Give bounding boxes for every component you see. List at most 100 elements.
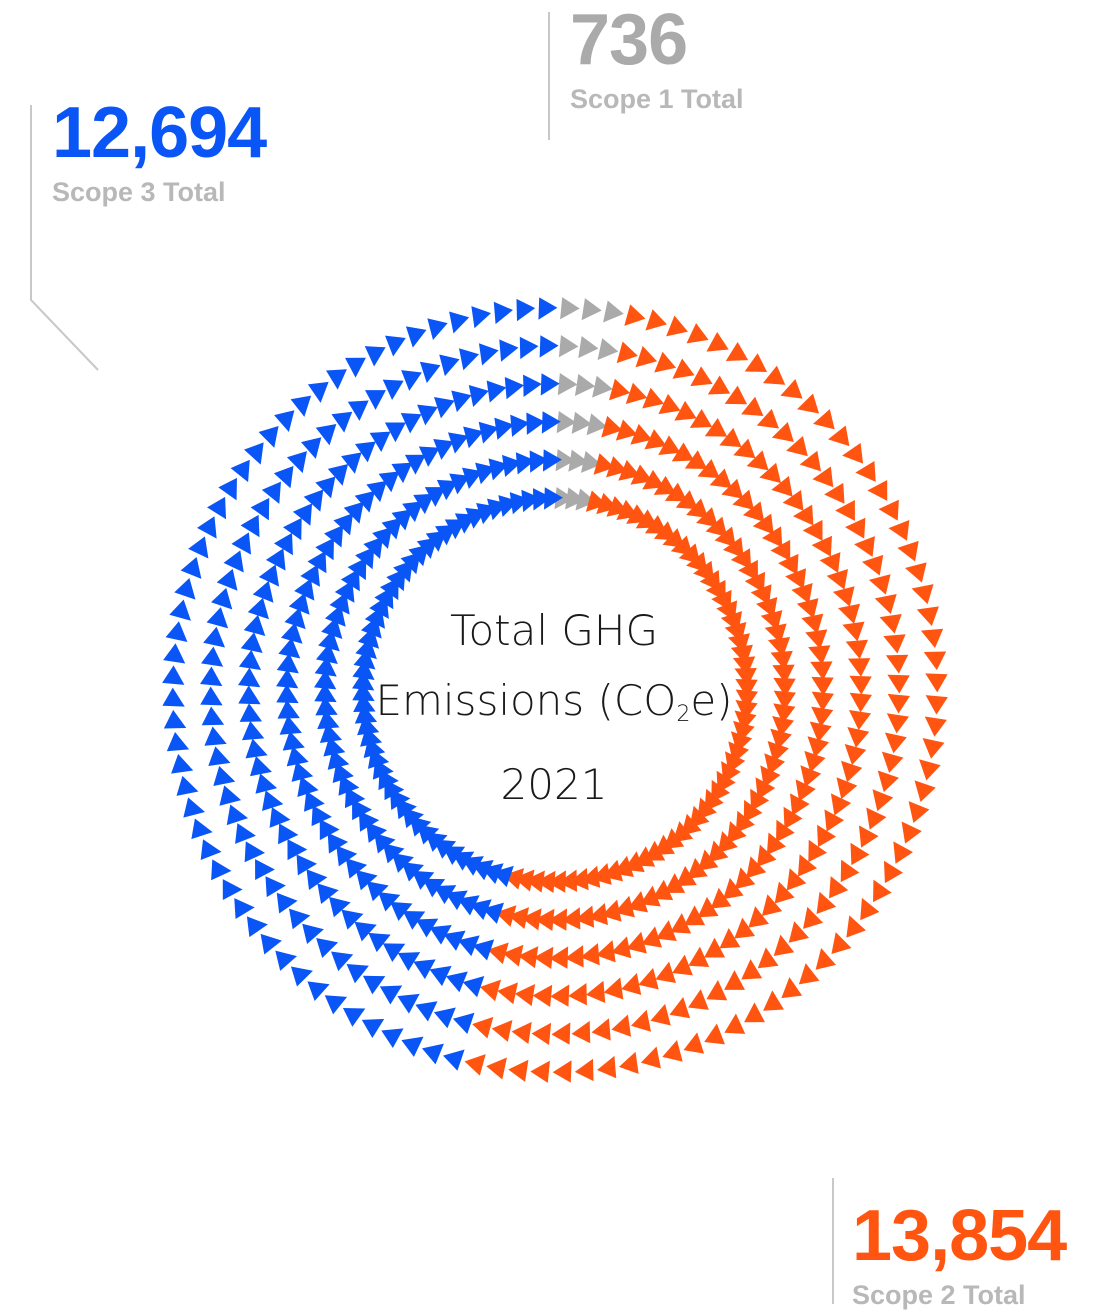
triangle-marker-scope-2-total bbox=[611, 1014, 632, 1037]
triangle-marker-scope-3-total bbox=[429, 925, 452, 945]
triangle-marker-scope-3-total bbox=[327, 749, 350, 770]
triangle-marker-scope-2-total bbox=[681, 813, 702, 836]
triangle-marker-scope-3-total bbox=[493, 301, 513, 325]
triangle-marker-scope-2-total bbox=[919, 759, 941, 781]
triangle-marker-scope-3-total bbox=[382, 843, 405, 864]
triangle-marker-scope-3-total bbox=[252, 580, 274, 603]
triangle-marker-scope-3-total bbox=[366, 480, 387, 503]
triangle-marker-scope-3-total bbox=[365, 390, 386, 410]
triangle-marker-scope-3-total bbox=[273, 532, 293, 556]
triangle-marker-scope-2-total bbox=[585, 490, 608, 512]
triangle-marker-scope-3-total bbox=[402, 807, 424, 829]
triangle-marker-scope-2-total bbox=[641, 926, 662, 948]
triangle-marker-scope-3-total bbox=[475, 462, 496, 485]
triangle-marker-scope-2-total bbox=[591, 1018, 611, 1041]
triangle-marker-scope-2-total bbox=[846, 915, 866, 938]
triangle-marker-scope-3-total bbox=[338, 775, 360, 796]
triangle-marker-scope-2-total bbox=[847, 727, 870, 748]
triangle-marker-scope-2-total bbox=[849, 692, 872, 713]
triangle-marker-scope-2-total bbox=[732, 489, 755, 511]
triangle-marker-scope-3-total bbox=[278, 823, 299, 845]
triangle-marker-scope-3-total bbox=[448, 432, 469, 454]
triangle-marker-scope-3-total bbox=[542, 449, 562, 472]
triangle-marker-scope-2-total bbox=[842, 442, 864, 464]
triangle-marker-scope-2-total bbox=[748, 906, 769, 928]
triangle-marker-scope-3-total bbox=[332, 762, 354, 783]
triangle-marker-scope-3-total bbox=[201, 706, 225, 726]
triangle-marker-scope-3-total bbox=[274, 410, 295, 432]
triangle-marker-scope-2-total bbox=[658, 435, 681, 455]
triangle-marker-scope-2-total bbox=[683, 1032, 705, 1054]
triangle-marker-scope-2-total bbox=[674, 400, 697, 421]
triangle-marker-scope-3-total bbox=[401, 862, 424, 882]
triangle-marker-scope-3-total bbox=[276, 892, 298, 914]
triangle-marker-scope-2-total bbox=[735, 700, 758, 721]
triangle-marker-scope-3-total bbox=[402, 911, 426, 930]
triangle-marker-scope-3-total bbox=[413, 493, 435, 515]
triangle-marker-scope-2-total bbox=[708, 840, 729, 863]
triangle-marker-scope-3-total bbox=[327, 832, 349, 854]
triangle-marker-scope-2-total bbox=[689, 805, 710, 828]
triangle-marker-scope-2-total bbox=[574, 1058, 594, 1082]
triangle-marker-scope-2-total bbox=[697, 849, 719, 871]
triangle-marker-scope-3-total bbox=[300, 437, 322, 459]
triangle-marker-scope-2-total bbox=[508, 907, 530, 930]
triangle-marker-scope-2-total bbox=[840, 859, 860, 883]
triangle-marker-scope-2-total bbox=[530, 1060, 550, 1083]
triangle-marker-scope-3-total bbox=[443, 930, 466, 951]
triangle-marker-scope-2-total bbox=[735, 810, 755, 834]
triangle-marker-scope-3-total bbox=[462, 467, 483, 489]
triangle-marker-scope-2-total bbox=[686, 498, 709, 518]
triangle-marker-scope-2-total bbox=[630, 1009, 652, 1032]
triangle-marker-scope-3-total bbox=[311, 805, 332, 827]
triangle-marker-scope-2-total bbox=[722, 537, 744, 558]
triangle-marker-scope-2-total bbox=[824, 482, 845, 504]
triangle-marker-scope-2-total bbox=[766, 832, 786, 855]
triangle-marker-scope-2-total bbox=[772, 715, 795, 737]
triangle-marker-scope-2-total bbox=[644, 515, 668, 534]
triangle-marker-scope-2-total bbox=[627, 891, 648, 913]
triangle-marker-scope-2-total bbox=[662, 1039, 683, 1062]
triangle-marker-scope-2-total bbox=[662, 528, 685, 548]
triangle-marker-scope-2-total bbox=[734, 710, 757, 732]
triangle-marker-scope-2-total bbox=[781, 977, 803, 999]
triangle-marker-scope-2-total bbox=[811, 535, 832, 557]
triangle-marker-scope-3-total bbox=[354, 921, 377, 942]
triangle-marker-scope-2-total bbox=[848, 709, 872, 731]
triangle-marker-scope-3-total bbox=[240, 514, 260, 538]
triangle-marker-scope-3-total bbox=[287, 839, 308, 861]
triangle-marker-scope-2-total bbox=[854, 536, 875, 557]
triangle-marker-scope-3-total bbox=[391, 509, 413, 531]
triangle-marker-scope-1-total bbox=[581, 298, 602, 321]
triangle-marker-scope-3-total bbox=[397, 952, 421, 972]
triangle-marker-scope-2-total bbox=[675, 865, 697, 887]
triangle-marker-scope-3-total bbox=[334, 580, 355, 603]
triangle-marker-scope-3-total bbox=[424, 487, 446, 507]
triangle-marker-scope-3-total bbox=[436, 479, 458, 501]
triangle-marker-scope-2-total bbox=[878, 499, 899, 521]
triangle-marker-scope-3-total bbox=[515, 452, 536, 475]
triangle-marker-scope-2-total bbox=[798, 963, 820, 985]
triangle-marker-scope-3-total bbox=[317, 883, 339, 904]
triangle-marker-scope-3-total bbox=[340, 568, 360, 592]
triangle-marker-scope-3-total bbox=[303, 791, 325, 812]
triangle-marker-scope-2-total bbox=[799, 450, 822, 472]
triangle-marker-scope-3-total bbox=[200, 686, 223, 706]
triangle-marker-scope-3-total bbox=[366, 822, 388, 843]
triangle-marker-scope-2-total bbox=[760, 610, 783, 631]
triangle-marker-scope-2-total bbox=[721, 478, 744, 499]
triangle-marker-scope-3-total bbox=[265, 876, 286, 898]
triangle-marker-scope-2-total bbox=[887, 693, 910, 714]
triangle-marker-scope-3-total bbox=[433, 438, 454, 460]
triangle-marker-scope-3-total bbox=[449, 473, 470, 495]
triangle-marker-scope-3-total bbox=[478, 343, 499, 366]
triangle-marker-scope-3-total bbox=[378, 891, 401, 912]
triangle-marker-scope-3-total bbox=[318, 630, 340, 652]
triangle-marker-scope-3-total bbox=[324, 525, 344, 548]
triangle-marker-scope-2-total bbox=[569, 867, 589, 891]
triangle-marker-scope-3-total bbox=[442, 846, 466, 865]
triangle-marker-scope-2-total bbox=[750, 584, 772, 605]
triangle-marker-scope-2-total bbox=[786, 435, 808, 457]
triangle-marker-scope-2-total bbox=[916, 606, 939, 627]
triangle-marker-scope-2-total bbox=[761, 526, 783, 548]
